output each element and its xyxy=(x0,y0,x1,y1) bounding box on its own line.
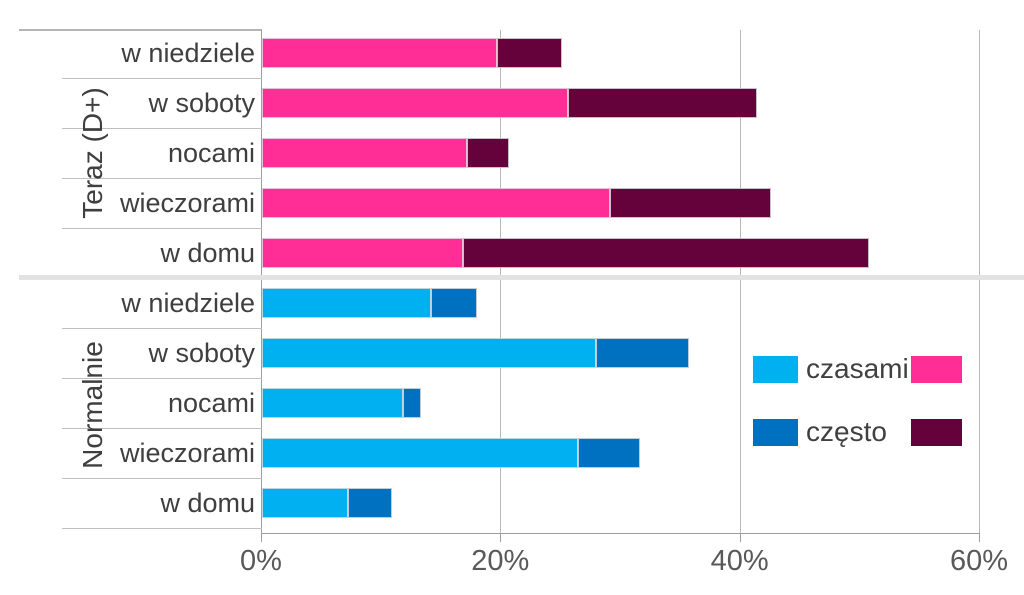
group-separator-band xyxy=(19,275,1024,280)
x-tick-label-20%: 20% xyxy=(471,545,530,577)
bar-Normalnie-wieczorami-czasami xyxy=(262,438,578,468)
bar-Normalnie-w-niedziele-czasami xyxy=(262,288,431,318)
legend-swatch-czasami-blue xyxy=(753,356,798,383)
label-separator-line xyxy=(62,228,262,229)
category-label-nocami: nocami xyxy=(167,138,255,168)
x-tick-label-0%: 0% xyxy=(240,545,282,577)
x-tick-mark-20% xyxy=(500,533,502,542)
category-label-w-domu: w domu xyxy=(160,238,255,268)
bar-Normalnie-nocami-czasami xyxy=(262,388,404,418)
bar-Teraz-(D+)-wieczorami-czasami xyxy=(262,188,611,218)
bar-Normalnie-w-domu-czesto xyxy=(348,488,393,518)
bar-Normalnie-w-niedziele-czesto xyxy=(430,288,478,318)
legend-label-czesto: często xyxy=(806,416,887,447)
bar-Normalnie-w-soboty-czasami xyxy=(262,338,596,368)
bar-Teraz-(D+)-nocami-czesto xyxy=(466,138,509,168)
x-tick-mark-60% xyxy=(979,533,980,542)
category-label-w-domu: w domu xyxy=(160,488,255,518)
legend-swatch-czesto-maroon xyxy=(911,419,962,446)
category-label-wieczorami: wieczorami xyxy=(119,438,255,468)
category-label-nocami: nocami xyxy=(167,388,255,418)
category-label-w-niedziele: w niedziele xyxy=(121,288,255,318)
label-separator-line xyxy=(62,428,262,429)
bar-Teraz-(D+)-w-niedziele-czasami xyxy=(262,38,497,68)
legend-swatch-czasami-pink xyxy=(911,356,962,383)
label-separator-line xyxy=(62,328,262,329)
bar-Teraz-(D+)-nocami-czasami xyxy=(262,138,467,168)
bar-Teraz-(D+)-w-domu-czesto xyxy=(463,238,869,268)
group-label-normalnie: Normalnie xyxy=(77,341,108,469)
bar-Teraz-(D+)-w-soboty-czasami xyxy=(262,88,569,118)
category-label-wieczorami: wieczorami xyxy=(119,188,255,218)
bar-Teraz-(D+)-wieczorami-czesto xyxy=(610,188,771,218)
label-separator-line xyxy=(62,478,262,479)
label-separator-line xyxy=(62,128,262,129)
label-separator-line xyxy=(62,78,262,79)
gridline-20% xyxy=(500,30,502,533)
group-label-teraz: Teraz (D+) xyxy=(77,87,108,219)
gridline-40% xyxy=(739,30,741,533)
x-tick-mark-0% xyxy=(261,533,262,542)
label-separator-line xyxy=(62,178,262,179)
legend-label-czasami: czasami xyxy=(806,353,909,384)
category-label-w-soboty: w soboty xyxy=(148,88,255,118)
x-axis-line xyxy=(261,533,980,534)
category-label-w-soboty: w soboty xyxy=(148,338,255,368)
bar-Normalnie-nocami-czesto xyxy=(403,388,422,418)
bar-Teraz-(D+)-w-domu-czasami xyxy=(262,238,464,268)
bar-Normalnie-w-domu-czasami xyxy=(262,488,349,518)
bar-Normalnie-wieczorami-czesto xyxy=(577,438,641,468)
bar-Teraz-(D+)-w-niedziele-czesto xyxy=(496,38,563,68)
label-separator-line xyxy=(62,528,262,529)
bar-Normalnie-w-soboty-czesto xyxy=(595,338,690,368)
bar-Teraz-(D+)-w-soboty-czesto xyxy=(568,88,758,118)
x-tick-mark-40% xyxy=(739,533,741,542)
gridline-60% xyxy=(979,30,980,533)
x-tick-label-40%: 40% xyxy=(710,545,769,577)
legend-swatch-czesto-blue xyxy=(753,419,798,446)
label-column-top-line xyxy=(19,29,262,31)
y-axis-line xyxy=(261,30,262,533)
x-tick-label-60%: 60% xyxy=(949,545,1009,577)
category-label-w-niedziele: w niedziele xyxy=(121,38,255,68)
label-separator-line xyxy=(62,378,262,379)
